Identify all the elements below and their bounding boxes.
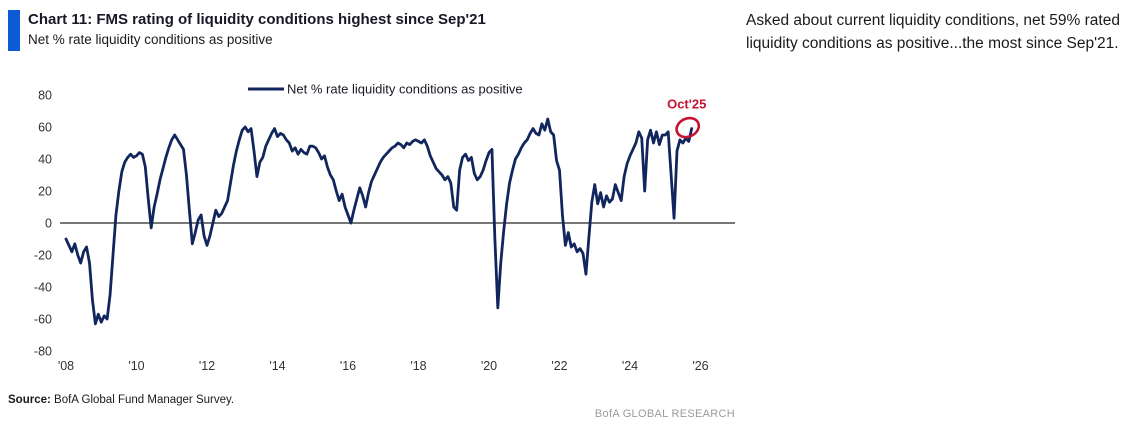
y-tick-label: 80: [38, 89, 52, 103]
commentary-text: Asked about current liquidity conditions…: [746, 12, 1120, 52]
x-tick-label: '08: [58, 359, 74, 373]
legend-label: Net % rate liquidity conditions as posit…: [287, 82, 523, 97]
chart-subtitle: Net % rate liquidity conditions as posit…: [28, 32, 273, 47]
x-tick-label: '26: [692, 359, 708, 373]
y-tick-label: -40: [34, 281, 52, 295]
x-tick-label: '20: [481, 359, 497, 373]
brand-mark: BofA GLOBAL RESEARCH: [594, 408, 735, 420]
y-tick-label: 0: [45, 217, 52, 231]
y-tick-label: -60: [34, 313, 52, 327]
source-text: BofA Global Fund Manager Survey.: [50, 394, 235, 406]
x-tick-label: '22: [551, 359, 567, 373]
y-tick-label: 60: [38, 121, 52, 135]
annotation-label: Oct'25: [667, 97, 706, 112]
chart-title: Chart 11: FMS rating of liquidity condit…: [28, 11, 486, 28]
x-tick-label: '14: [269, 359, 285, 373]
y-tick-label: -20: [34, 249, 52, 263]
y-tick-label: 20: [38, 185, 52, 199]
x-tick-label: '12: [199, 359, 215, 373]
y-tick-label: -80: [34, 345, 52, 359]
series-line: [64, 117, 694, 326]
x-tick-label: '18: [410, 359, 426, 373]
x-tick-label: '24: [622, 359, 638, 373]
source-line: Source: BofA Global Fund Manager Survey.: [8, 394, 234, 406]
y-tick-label: 40: [38, 153, 52, 167]
annotation-circle: [675, 116, 701, 139]
title-accent-bar: [8, 10, 20, 51]
source-label: Source:: [8, 394, 51, 406]
liquidity-line-chart: Net % rate liquidity conditions as posit…: [34, 82, 735, 373]
x-tick-label: '10: [128, 359, 144, 373]
x-tick-label: '16: [340, 359, 356, 373]
